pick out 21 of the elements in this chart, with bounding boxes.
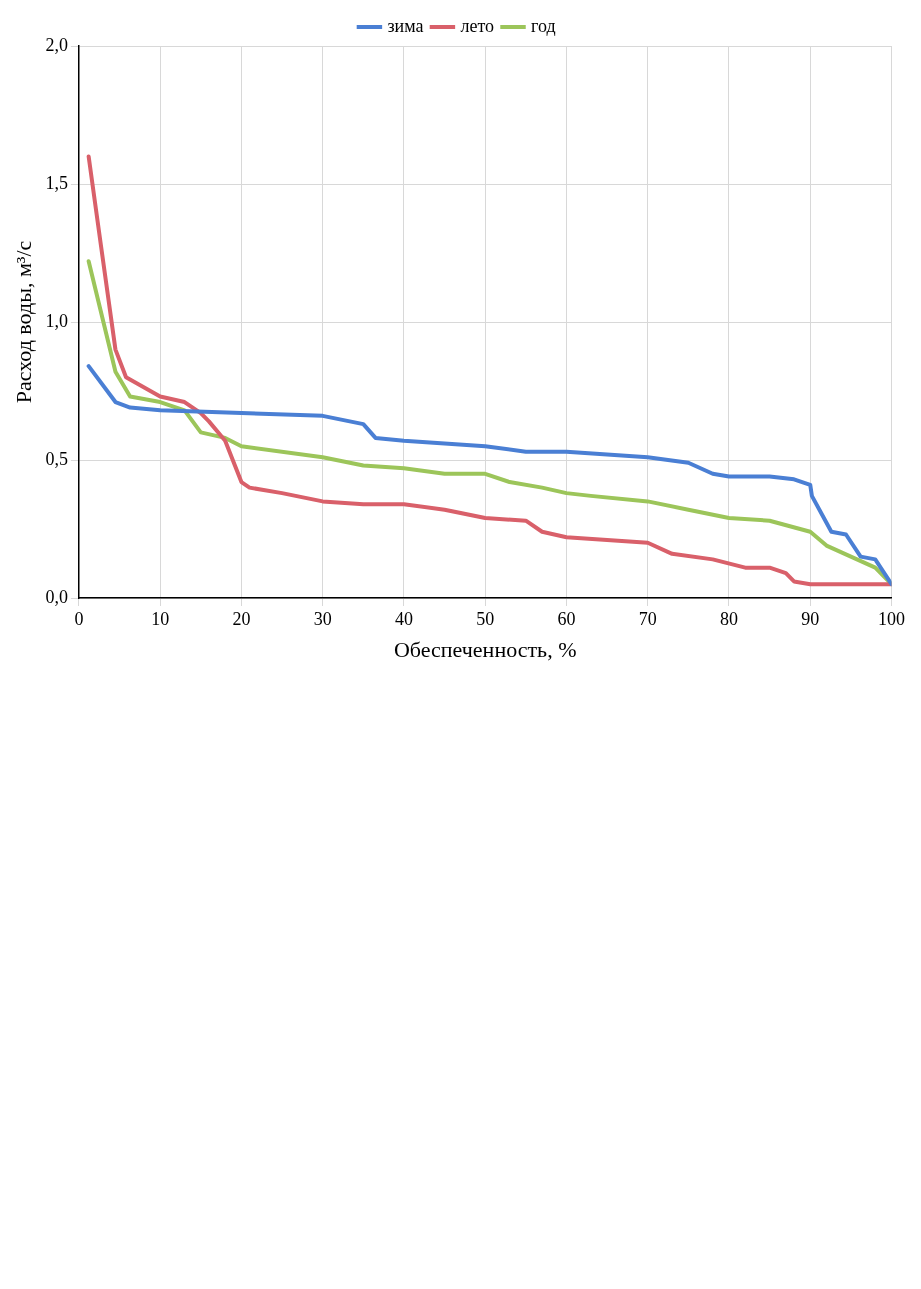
legend-label: лето — [460, 15, 495, 36]
x-tick-label: 20 — [232, 608, 251, 629]
x-tick-label: 70 — [638, 608, 657, 629]
x-tick-label: 40 — [394, 608, 413, 629]
x-tick-label: 30 — [313, 608, 332, 629]
x-tick-label: 60 — [557, 608, 576, 629]
y-tick-label: 2,0 — [45, 34, 68, 55]
x-tick-label: 80 — [719, 608, 738, 629]
x-tick-label: 10 — [151, 608, 170, 629]
x-tick-label: 0 — [74, 608, 84, 629]
y-tick-label: 0,5 — [45, 448, 68, 469]
x-tick-label: 50 — [476, 608, 495, 629]
legend-label: год — [531, 15, 556, 36]
x-tick-label: 90 — [801, 608, 820, 629]
y-tick-label: 1,0 — [45, 310, 68, 331]
x-axis-title: Обеспеченность, % — [393, 636, 577, 662]
y-tick-label: 0,0 — [45, 586, 68, 607]
y-tick-label: 1,5 — [45, 172, 68, 193]
legend-label: зима — [387, 15, 424, 36]
y-axis-title: Расход воды, м³/с — [10, 240, 36, 404]
x-tick-label: 100 — [878, 608, 905, 629]
